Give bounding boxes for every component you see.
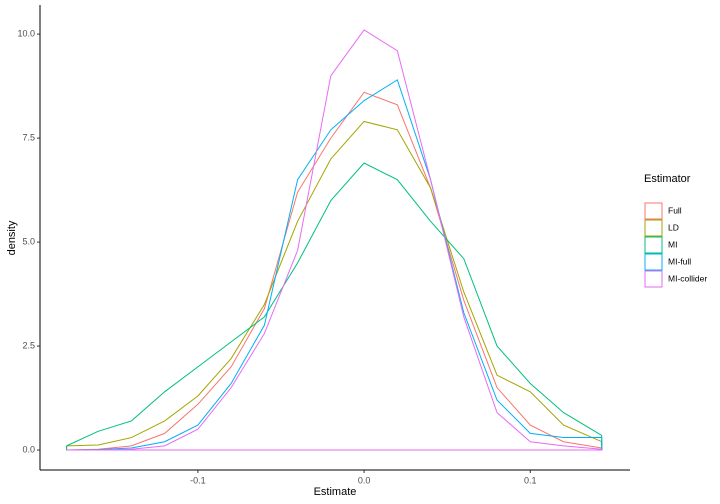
legend-label: MI [668, 239, 677, 249]
legend-label: MI-full [668, 256, 691, 266]
y-axis-title: density [6, 220, 18, 255]
density-line [66, 79, 602, 451]
legend-label: Full [668, 205, 682, 215]
legend-key [644, 202, 663, 220]
density-outline [66, 449, 603, 451]
density-line [66, 120, 602, 447]
y-tick-label: 0.0 [22, 444, 35, 454]
density-outline [66, 441, 603, 451]
y-tick-label: 5.0 [22, 236, 35, 246]
legend-key [644, 270, 663, 288]
legend-title: Estimator [644, 173, 691, 185]
legend-key [644, 219, 663, 237]
density-line [66, 29, 602, 451]
density-outline [66, 437, 603, 451]
x-tick-label: 0.0 [358, 475, 371, 485]
x-tick-label: -0.1 [190, 475, 206, 485]
x-tick-label: 0.1 [524, 475, 537, 485]
legend-key [644, 253, 663, 271]
legend-label: LD [668, 222, 679, 232]
y-tick-label: 10.0 [17, 28, 35, 38]
density-line [66, 91, 602, 451]
y-tick-label: 2.5 [22, 340, 35, 350]
legend-label: MI-collider [668, 273, 707, 283]
y-tick-label: 7.5 [22, 132, 35, 142]
density-line [66, 162, 603, 447]
legend-key [644, 236, 663, 254]
x-axis-title: Estimate [314, 486, 357, 498]
